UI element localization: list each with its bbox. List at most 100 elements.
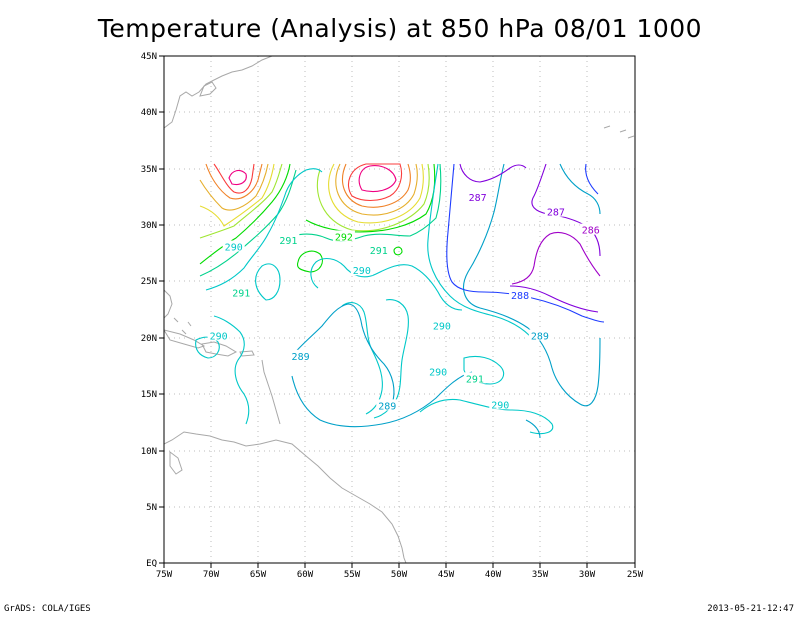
y-tick-label: 25N [141, 277, 157, 287]
contour-294 [199, 163, 275, 227]
x-axis-labels: 75W 70W 65W 60W 55W 50W 45W 40W 35W 30W … [156, 570, 644, 580]
contour-291b [291, 163, 442, 242]
coastline-florida-keys [164, 289, 173, 319]
contour-label: 287 [547, 208, 565, 219]
coastline-nova-scotia [199, 81, 217, 97]
coastline-atlantic-islands [603, 125, 635, 139]
contour-label: 286 [582, 226, 600, 237]
contour-289d [559, 163, 601, 215]
contour-label-bg [289, 349, 312, 361]
coastlines [164, 56, 635, 563]
contour-label: 290 [491, 400, 509, 411]
coastline-hispaniola [201, 341, 238, 357]
contour-291a [199, 169, 297, 277]
coastline-cuba [164, 329, 206, 349]
axis-tick-marks [159, 55, 636, 568]
y-tick-label: 30N [141, 221, 157, 231]
contour-294b [328, 163, 424, 224]
contour-label-bg [222, 240, 245, 252]
contour-label-bg [350, 264, 373, 276]
contour-label-bg [332, 230, 355, 242]
coastline-lake-maracaibo [169, 451, 183, 475]
coastline-south-america [164, 431, 407, 563]
y-tick-label: 10N [141, 447, 157, 457]
contour-label: 290 [210, 332, 228, 343]
contour-label: 291 [370, 246, 388, 257]
contour-286a [511, 231, 601, 285]
contour-label-bg [376, 399, 399, 411]
contour-label-bg [430, 319, 453, 331]
contour-label-bg [509, 288, 532, 300]
contour-288a [446, 163, 605, 323]
contour-289a [291, 303, 395, 405]
contour-label: 291 [232, 289, 250, 300]
contour-label-bg [463, 372, 486, 384]
x-tick-label: 75W [156, 570, 173, 580]
contour-label-bg [544, 205, 567, 217]
contour-289e [525, 419, 541, 439]
contour-label-bg [427, 365, 450, 377]
contour-290e [213, 315, 250, 425]
x-tick-label: 70W [203, 570, 220, 580]
contour-label: 289 [378, 401, 396, 412]
contour-290i [419, 398, 554, 435]
y-tick-label: 15N [141, 390, 157, 400]
contour-292-small [393, 246, 403, 256]
x-tick-label: 45W [438, 570, 455, 580]
contour-298b [358, 165, 397, 193]
contour-296b [342, 163, 411, 208]
contour-label-bg [230, 286, 253, 298]
x-tick-label: 30W [579, 570, 596, 580]
map-grid [164, 56, 635, 563]
contour-label: 291 [279, 236, 297, 247]
contour-287c [509, 285, 599, 313]
y-tick-label: 45N [141, 52, 157, 62]
footer-timestamp: 2013-05-21-12:47 [707, 604, 794, 614]
contour-label: 289 [292, 352, 310, 363]
coastline-lesser-antilles [261, 359, 281, 425]
contour-290b [255, 263, 281, 301]
x-tick-label: 50W [391, 570, 408, 580]
contour-293b [316, 163, 430, 232]
contour-label-bg [207, 329, 230, 341]
contour-label-bg [579, 223, 602, 235]
contour-label: 290 [225, 243, 243, 254]
x-tick-label: 60W [297, 570, 314, 580]
contour-label-bg [489, 398, 512, 410]
contour-293 [199, 163, 283, 239]
contour-label: 291 [466, 374, 484, 385]
contour-287a [459, 163, 527, 183]
contour-289c [463, 163, 601, 407]
contour-295b [335, 163, 418, 216]
x-tick-label: 25W [627, 570, 644, 580]
contour-label: 290 [433, 321, 451, 332]
contour-290c [310, 257, 463, 311]
chart-title: Temperature (Analysis) at 850 hPa 08/01 … [97, 14, 703, 43]
contour-labels: 287 287 286 288 289 289 289 290 290 290 290 290 290 2… [207, 190, 602, 412]
x-tick-label: 40W [485, 570, 502, 580]
contour-295 [199, 163, 269, 211]
contour-292-loop [296, 250, 323, 273]
contour-label-bg [367, 243, 390, 255]
y-tick-label: 20N [141, 334, 157, 344]
contour-label-bg [277, 233, 300, 245]
contour-292a [199, 163, 291, 265]
y-tick-label: 35N [141, 165, 157, 175]
contour-288b [585, 163, 599, 195]
x-tick-label: 65W [250, 570, 267, 580]
coastline-north-america [164, 56, 300, 129]
contour-298 [228, 169, 247, 186]
y-tick-label: EQ [146, 559, 157, 569]
y-tick-label: 40N [141, 108, 157, 118]
contour-290f [341, 302, 383, 415]
contour-label: 292 [335, 232, 353, 243]
temperature-contours [195, 163, 605, 439]
contour-297 [213, 163, 255, 194]
contour-290d [427, 163, 531, 337]
contour-290a [205, 168, 323, 291]
x-tick-label: 55W [344, 570, 361, 580]
contour-label: 289 [531, 332, 549, 343]
contour-297b [348, 163, 403, 202]
contour-label: 290 [429, 368, 447, 379]
